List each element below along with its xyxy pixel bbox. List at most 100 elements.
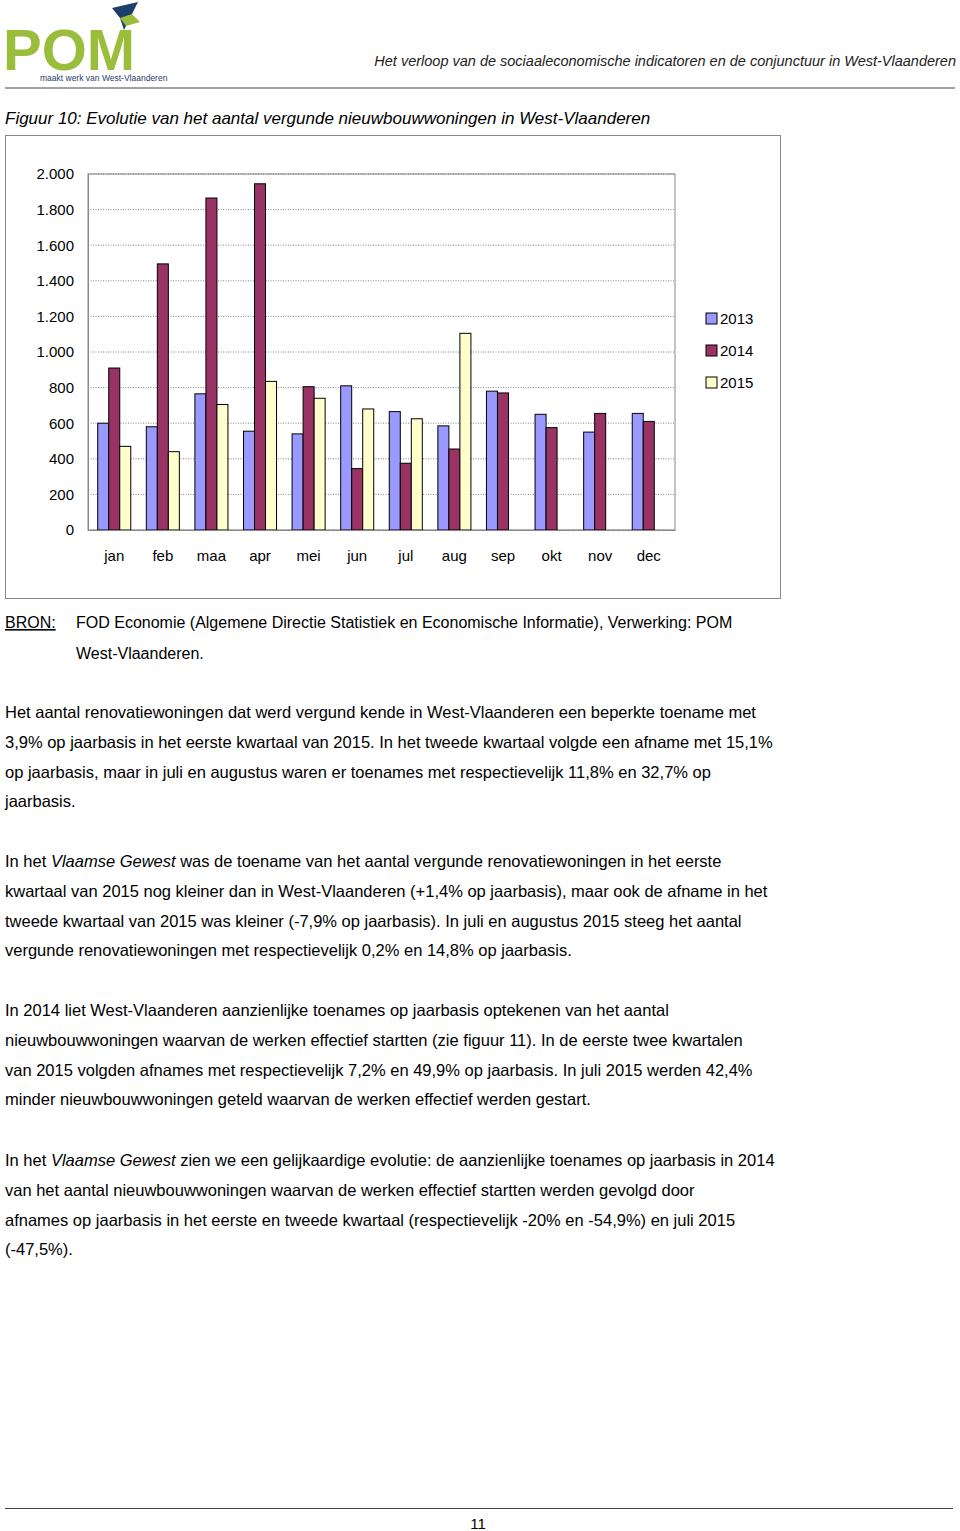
legend-entry: 2015 (706, 374, 753, 391)
x-tick: okt (542, 530, 563, 564)
x-tick-label: jun (346, 547, 367, 564)
footer-rule (5, 1508, 953, 1509)
y-tick: 200 (49, 486, 88, 503)
legend-swatch (706, 345, 717, 356)
chart-frame (6, 136, 781, 599)
text-span: op jaarbasis, maar in juli en augustus w… (5, 763, 711, 781)
text-span: nieuwbouwwoningen waarvan de werken effe… (5, 1031, 743, 1049)
y-tick-label: 1.400 (36, 272, 74, 289)
paragraph: In het Vlaamse Gewest was de toename van… (5, 852, 768, 959)
y-tick: 800 (49, 379, 88, 396)
x-tick-label: aug (442, 547, 467, 564)
text-line: tweede kwartaal van 2015 was kleiner (-7… (5, 912, 742, 930)
bars (98, 184, 655, 530)
bar (266, 381, 277, 530)
x-tick-label: jul (397, 547, 413, 564)
source-line: FOD Economie (Algemene Directie Statisti… (76, 614, 732, 631)
text-line: In het Vlaamse Gewest zien we een gelijk… (5, 1151, 775, 1169)
paragraph: Het aantal renovatiewoningen dat werd ve… (4, 703, 773, 810)
legend: 201320142015 (706, 310, 753, 391)
x-tick: jul (397, 530, 413, 564)
text-span: In het (5, 1151, 51, 1169)
bar (217, 405, 228, 530)
text-line: jaarbasis. (4, 792, 76, 810)
y-tick: 0 (66, 521, 88, 538)
page-background (0, 0, 960, 1531)
bar (363, 409, 374, 530)
text-span: afnames op jaarbasis in het eerste en tw… (5, 1211, 735, 1229)
x-tick: jun (346, 530, 367, 564)
bar (243, 431, 254, 530)
text-span: van 2015 volgden afnames met respectieve… (5, 1061, 753, 1079)
y-tick: 2.000 (36, 165, 88, 182)
x-tick-label: okt (542, 547, 563, 564)
bar (195, 394, 206, 530)
x-tick-label: sep (491, 547, 515, 564)
grid-line (88, 352, 675, 353)
x-tick-label: jan (103, 547, 124, 564)
legend-label: 2013 (720, 310, 753, 327)
source-line: West-Vlaanderen. (76, 645, 204, 662)
legend-swatch (706, 377, 717, 388)
text-line: (-47,5%). (5, 1240, 73, 1258)
bar (535, 414, 546, 530)
y-axis-line (88, 175, 89, 531)
x-tick: mei (297, 530, 321, 564)
bar (438, 426, 449, 530)
bar (120, 446, 131, 530)
x-tick: dec (637, 530, 662, 564)
body-text: Het aantal renovatiewoningen dat werd ve… (4, 703, 775, 1258)
bar (400, 463, 411, 530)
y-tick: 1.600 (36, 237, 88, 254)
italic-span: Vlaamse Gewest (51, 1151, 177, 1169)
text-span: In 2014 liet West-Vlaanderen aanzienlijk… (5, 1001, 669, 1019)
text-line: afnames op jaarbasis in het eerste en tw… (5, 1211, 735, 1229)
y-tick: 600 (49, 415, 88, 432)
x-tick: jan (103, 530, 124, 564)
chart: 02004006008001.0001.2001.4001.6001.8002.… (36, 165, 753, 563)
text-line: 3,9% op jaarbasis in het eerste kwartaal… (5, 733, 773, 751)
y-tick-label: 200 (49, 486, 74, 503)
bar (389, 412, 400, 530)
text-span: minder nieuwbouwwoningen geteld waarvan … (5, 1090, 591, 1108)
x-tick: apr (249, 530, 271, 564)
text-line: kwartaal van 2015 nog kleiner dan in Wes… (5, 882, 768, 900)
y-tick-label: 1.800 (36, 201, 74, 218)
bar (314, 398, 325, 530)
paragraph: In 2014 liet West-Vlaanderen aanzienlijk… (5, 1001, 753, 1108)
x-tick-label: feb (152, 547, 173, 564)
bar (632, 413, 643, 530)
grid-line (88, 316, 675, 317)
grid-line (88, 245, 675, 246)
y-tick-label: 1.200 (36, 308, 74, 325)
text-span: zien we een gelijkaardige evolutie: de a… (176, 1151, 775, 1169)
y-tick-label: 1.600 (36, 237, 74, 254)
text-line: van 2015 volgden afnames met respectieve… (5, 1061, 753, 1079)
y-tick: 1.200 (36, 308, 88, 325)
y-tick-label: 400 (49, 450, 74, 467)
source: BRON: FOD Economie (Algemene Directie Sta… (5, 614, 732, 662)
bar (303, 387, 314, 530)
x-tick: nov (588, 530, 613, 564)
bar (255, 184, 266, 530)
x-tick-label: maa (197, 547, 227, 564)
y-tick: 400 (49, 450, 88, 467)
bar (449, 449, 460, 530)
y-tick: 1.400 (36, 272, 88, 289)
bar (546, 428, 557, 530)
x-tick: sep (491, 530, 515, 564)
bar (157, 264, 168, 530)
grid-line (88, 280, 675, 281)
source-label: BRON: (5, 614, 56, 631)
x-tick-label: mei (297, 547, 321, 564)
text-span: 3,9% op jaarbasis in het eerste kwartaal… (5, 733, 773, 751)
text-span: (-47,5%). (5, 1240, 73, 1258)
bar-series (109, 184, 655, 530)
bar (595, 413, 606, 530)
text-span: vergunde renovatiewoningen met respectie… (5, 941, 572, 959)
text-span: kwartaal van 2015 nog kleiner dan in Wes… (5, 882, 768, 900)
legend-entry: 2013 (706, 310, 753, 327)
x-tick-label: nov (588, 547, 613, 564)
x-tick: maa (197, 530, 227, 564)
y-tick: 1.800 (36, 201, 88, 218)
